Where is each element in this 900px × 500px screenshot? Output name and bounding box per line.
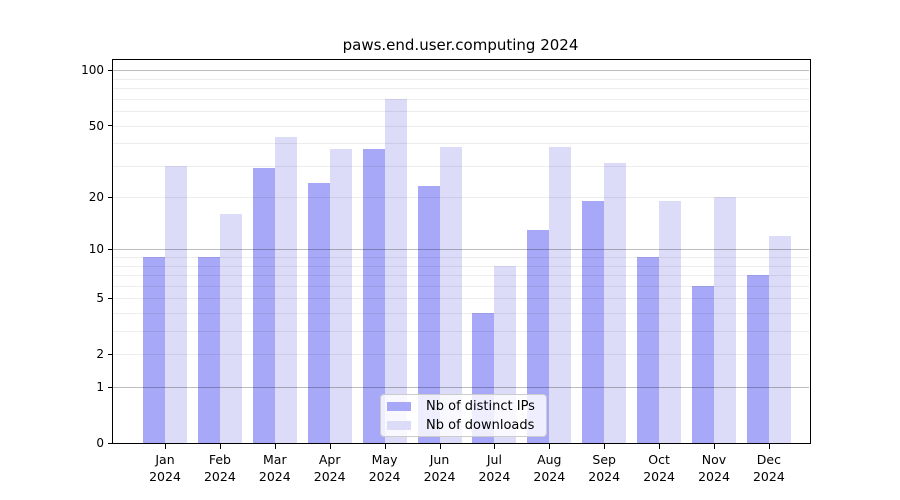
bar-distinct-ips <box>362 149 385 443</box>
bar-downloads <box>714 197 736 443</box>
y-tick-mark <box>108 442 113 444</box>
legend-item-downloads: Nb of downloads <box>387 418 546 433</box>
bar-distinct-ips <box>582 201 605 443</box>
bar-distinct-ips <box>527 229 550 443</box>
bar-downloads <box>329 149 352 443</box>
legend: Nb of distinct IPs Nb of downloads <box>380 394 547 437</box>
y-tick-label: 2 <box>96 347 104 362</box>
x-tick-label: Nov 2024 <box>698 452 730 484</box>
y-tick-mark <box>108 353 113 355</box>
x-tick-label: Feb 2024 <box>203 452 236 484</box>
x-tick-mark <box>274 444 276 449</box>
bar-downloads <box>165 165 187 443</box>
bar-downloads <box>439 147 462 443</box>
bar-downloads <box>604 163 627 443</box>
bar-downloads <box>659 201 682 443</box>
bar-downloads <box>768 235 791 443</box>
x-tick-label: Oct 2024 <box>643 452 675 484</box>
bar-downloads <box>219 214 242 443</box>
x-tick-mark <box>768 444 770 449</box>
chart-title: paws.end.user.computing 2024 <box>342 36 579 54</box>
x-tick-label: Jan 2024 <box>149 452 181 484</box>
legend-swatch-downloads <box>387 420 411 430</box>
y-tick-label: 100 <box>81 63 104 78</box>
x-tick-mark <box>659 444 661 449</box>
x-tick-label: Sep 2024 <box>588 452 621 484</box>
y-tick-mark <box>108 125 113 127</box>
y-tick-label: 20 <box>88 190 104 205</box>
x-tick-label: Mar 2024 <box>258 452 291 484</box>
bar-downloads <box>549 147 572 443</box>
x-tick-label: Jun 2024 <box>423 452 456 484</box>
x-tick-mark <box>165 444 166 449</box>
x-tick-label: Aug 2024 <box>533 452 566 484</box>
bar-distinct-ips <box>307 183 330 443</box>
bar-distinct-ips <box>746 275 769 443</box>
x-tick-label: May 2024 <box>368 452 401 484</box>
x-tick-mark <box>604 444 606 449</box>
y-tick-mark <box>108 248 113 250</box>
x-tick-mark <box>384 444 386 449</box>
legend-item-distinct-ips: Nb of distinct IPs <box>387 399 546 414</box>
y-tick-label: 1 <box>96 380 104 395</box>
x-tick-mark <box>439 444 441 449</box>
bar-downloads <box>384 98 407 443</box>
x-tick-label: Dec 2024 <box>752 452 785 484</box>
bar-distinct-ips <box>143 257 165 443</box>
legend-swatch-distinct-ips <box>387 401 411 411</box>
x-tick-mark <box>714 444 715 449</box>
bar-downloads <box>274 137 297 443</box>
bar-distinct-ips <box>197 257 220 443</box>
y-tick-label: 0 <box>96 436 104 450</box>
x-tick-mark <box>219 444 221 449</box>
y-tick-label: 10 <box>88 242 104 257</box>
x-tick-mark <box>329 444 331 449</box>
legend-label-downloads: Nb of downloads <box>426 417 535 433</box>
x-tick-mark <box>494 444 496 449</box>
y-tick-mark <box>108 297 113 299</box>
y-tick-mark <box>108 69 113 71</box>
x-tick-label: Apr 2024 <box>313 452 346 484</box>
bar-distinct-ips <box>417 186 440 443</box>
bar-distinct-ips <box>692 285 714 443</box>
y-tick-label: 5 <box>96 291 104 306</box>
bar-distinct-ips <box>252 168 275 443</box>
y-tick-mark <box>108 386 113 388</box>
x-tick-label: Jul 2024 <box>478 452 511 484</box>
y-tick-mark <box>108 196 113 198</box>
bar-distinct-ips <box>637 257 660 443</box>
x-tick-mark <box>549 444 551 449</box>
legend-label-distinct-ips: Nb of distinct IPs <box>426 398 535 414</box>
y-tick-label: 50 <box>88 118 104 133</box>
